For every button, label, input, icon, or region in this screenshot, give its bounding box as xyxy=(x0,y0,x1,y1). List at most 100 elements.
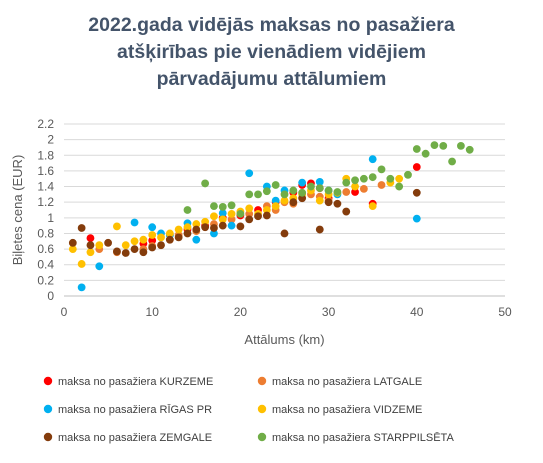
legend-marker xyxy=(43,404,53,414)
data-point xyxy=(183,229,192,238)
gridlines xyxy=(64,123,505,281)
data-point xyxy=(412,188,421,197)
data-point xyxy=(324,198,333,207)
data-point xyxy=(165,229,174,238)
data-point xyxy=(412,163,421,171)
data-point xyxy=(351,176,359,185)
chart-title-line-1: 2022.gada vidējās maksas no pasažiera xyxy=(88,14,455,36)
data-point xyxy=(262,206,271,214)
data-point xyxy=(245,210,254,218)
y-tick-label: 1.4 xyxy=(37,180,54,194)
data-point xyxy=(86,234,95,243)
data-point xyxy=(130,237,139,246)
data-point xyxy=(368,202,377,210)
data-point xyxy=(457,141,465,150)
y-tick-label: 1.6 xyxy=(37,164,54,178)
data-point xyxy=(315,196,324,205)
legend-label: maksa no pasažiera RĪGAS PR xyxy=(58,404,212,416)
data-point xyxy=(430,141,439,150)
data-point xyxy=(121,249,130,257)
data-point xyxy=(218,221,227,230)
data-point xyxy=(245,169,254,178)
data-point xyxy=(236,210,245,218)
data-point xyxy=(289,186,298,195)
data-point xyxy=(245,204,254,213)
data-point xyxy=(86,248,95,257)
data-point xyxy=(210,229,218,238)
data-point xyxy=(412,145,421,153)
data-point xyxy=(368,155,377,164)
chart-title-line-3: pārvadājumu attālumiem xyxy=(156,68,387,90)
data-point xyxy=(192,235,201,244)
legend-label: maksa no pasažiera KURZEME xyxy=(58,376,213,388)
data-point xyxy=(157,233,165,242)
data-point xyxy=(201,223,210,232)
y-tick-label: 0 xyxy=(47,289,54,303)
data-point xyxy=(130,245,139,253)
data-point xyxy=(86,241,95,250)
data-point xyxy=(448,157,456,166)
data-point xyxy=(227,221,236,230)
data-point xyxy=(104,238,112,247)
y-tick-label: 1.8 xyxy=(37,148,54,162)
data-point xyxy=(404,170,412,179)
data-point xyxy=(210,212,218,221)
data-point xyxy=(201,217,210,226)
x-tick-label: 40 xyxy=(410,305,424,319)
data-point xyxy=(421,149,430,158)
data-point xyxy=(183,206,192,214)
y-tick-label: 0.4 xyxy=(37,258,54,272)
data-point xyxy=(77,283,86,292)
legend-marker xyxy=(43,432,53,442)
data-point xyxy=(351,188,359,196)
data-point xyxy=(359,174,368,183)
data-point xyxy=(298,178,307,187)
data-point xyxy=(315,177,324,186)
y-axis-title: Biļetes cena (EUR) xyxy=(10,155,25,266)
data-point xyxy=(333,199,342,208)
y-tick-label: 0.8 xyxy=(37,226,54,240)
data-point xyxy=(236,222,245,231)
data-point xyxy=(130,218,139,227)
data-point xyxy=(351,182,359,191)
data-point xyxy=(280,229,289,238)
legend-marker xyxy=(257,376,267,386)
data-point xyxy=(210,224,218,232)
data-point xyxy=(113,247,121,256)
data-point xyxy=(227,215,236,224)
y-tick-label: 0.2 xyxy=(37,273,54,287)
legend-label: maksa no pasažiera ZEMGALE xyxy=(58,432,212,444)
y-tick-label: 1.2 xyxy=(37,195,54,209)
data-point xyxy=(148,223,157,232)
data-point xyxy=(439,141,448,150)
x-tick-label: 20 xyxy=(234,305,248,319)
data-point xyxy=(315,184,324,193)
data-point xyxy=(157,241,165,250)
data-point xyxy=(262,211,271,220)
data-point xyxy=(95,241,104,250)
data-point xyxy=(271,181,280,189)
data-point xyxy=(280,196,289,205)
data-point xyxy=(165,235,174,244)
data-point xyxy=(307,182,315,191)
data-point xyxy=(377,165,386,174)
data-point xyxy=(148,231,157,239)
data-point xyxy=(359,184,368,193)
data-point xyxy=(174,233,183,242)
x-tick-label: 30 xyxy=(322,305,336,319)
data-point xyxy=(218,215,227,224)
data-point xyxy=(280,190,289,199)
data-point xyxy=(183,223,192,232)
data-point xyxy=(342,207,351,216)
data-point xyxy=(333,188,342,196)
data-point xyxy=(289,198,298,207)
data-point xyxy=(227,210,236,218)
data-point xyxy=(192,225,201,234)
y-tick-label: 2 xyxy=(47,133,54,147)
data-point xyxy=(174,225,183,234)
tick-labels: 0 0.20.4 0.6 0.81 1.21.4 1.6 1.82 2.2 0 10 20 30 40 5… xyxy=(37,117,512,319)
y-tick-label: 2.2 xyxy=(37,117,54,131)
data-point xyxy=(77,224,86,232)
data-point xyxy=(254,190,262,199)
